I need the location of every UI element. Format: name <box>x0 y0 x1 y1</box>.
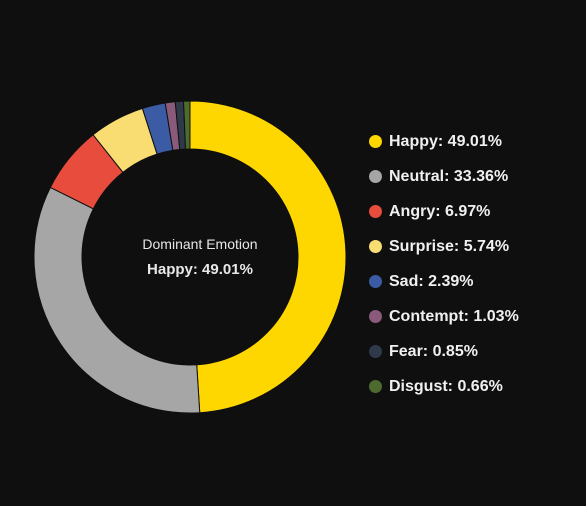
legend-label: Contempt: 1.03% <box>389 307 519 325</box>
legend-label: Surprise: 5.74% <box>389 237 510 255</box>
legend-label: Disgust: 0.66% <box>389 377 503 395</box>
slice-neutral[interactable] <box>33 186 201 414</box>
legend-item-happy[interactable]: Happy: 49.01% <box>369 124 519 159</box>
legend-label: Fear: 0.85% <box>389 342 478 360</box>
legend-swatch <box>369 170 382 183</box>
legend-swatch <box>369 205 382 218</box>
legend-swatch <box>369 135 382 148</box>
legend-item-sad[interactable]: Sad: 2.39% <box>369 264 519 299</box>
legend-item-angry[interactable]: Angry: 6.97% <box>369 194 519 229</box>
legend-item-contempt[interactable]: Contempt: 1.03% <box>369 299 519 334</box>
legend-item-surprise[interactable]: Surprise: 5.74% <box>369 229 519 264</box>
slice-disgust[interactable] <box>183 100 191 150</box>
legend-label: Neutral: 33.36% <box>389 167 509 185</box>
legend-item-fear[interactable]: Fear: 0.85% <box>369 334 519 369</box>
legend-item-neutral[interactable]: Neutral: 33.36% <box>369 159 519 194</box>
legend-swatch <box>369 345 382 358</box>
legend-label: Happy: 49.01% <box>389 132 502 150</box>
legend-swatch <box>369 275 382 288</box>
legend-swatch <box>369 310 382 323</box>
legend-label: Sad: 2.39% <box>389 272 474 290</box>
legend-swatch <box>369 240 382 253</box>
chart-legend: Happy: 49.01% Neutral: 33.36% Angry: 6.9… <box>369 124 519 404</box>
legend-label: Angry: 6.97% <box>389 202 491 220</box>
legend-swatch <box>369 380 382 393</box>
legend-item-disgust[interactable]: Disgust: 0.66% <box>369 369 519 404</box>
slice-happy[interactable] <box>189 100 347 414</box>
